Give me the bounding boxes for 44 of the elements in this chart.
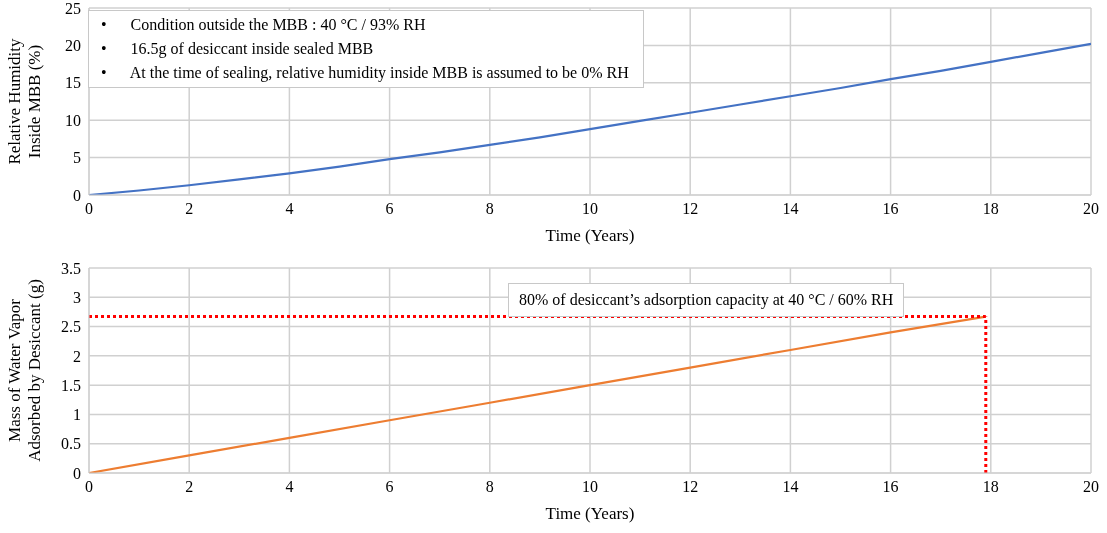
x-tick-label: 18 [982, 478, 999, 496]
x-tick-label: 0 [85, 478, 93, 496]
y-axis-title: Relative Humidity Inside MBB (%) [5, 37, 44, 165]
annotation: 80% of desiccant’s adsorption capacity at 40 °C / 60% RH [519, 290, 894, 311]
x-tick-label: 4 [285, 478, 294, 496]
x-tick-label: 16 [882, 478, 899, 496]
y-tick-label: 5 [73, 149, 81, 167]
x-tick-label: 4 [285, 200, 294, 218]
y-tick-label: 3 [73, 288, 81, 306]
x-axis-title: Time (Years) [545, 504, 635, 523]
x-tick-label: 14 [782, 478, 799, 496]
y-tick-label: 10 [65, 111, 81, 129]
x-tick-label: 6 [385, 478, 394, 496]
annotation: • Condition outside the MBB : 40 °C / 93% RH [101, 15, 427, 35]
y-tick-label: 3.5 [61, 259, 81, 277]
x-tick-label: 14 [782, 200, 799, 218]
x-tick-label: 10 [582, 200, 598, 218]
y-tick-label: 2.5 [61, 318, 81, 336]
x-axis-title: Time (Years) [545, 226, 635, 245]
y-tick-label: 15 [65, 74, 81, 92]
x-tick-label: 0 [85, 200, 93, 218]
x-tick-label: 6 [385, 200, 394, 218]
x-tick-label: 18 [982, 200, 999, 218]
y-tick-label: 0 [73, 186, 81, 204]
y-tick-label: 1 [73, 406, 81, 424]
x-tick-label: 8 [485, 478, 494, 496]
x-tick-label: 8 [485, 200, 494, 218]
y-tick-label: 25 [65, 0, 81, 17]
x-tick-label: 12 [682, 478, 699, 496]
y-tick-label: 0.5 [61, 435, 81, 453]
y-tick-label: 1.5 [61, 376, 81, 394]
y-tick-label: 0 [73, 464, 81, 482]
x-tick-label: 10 [582, 478, 598, 496]
x-tick-label: 2 [185, 200, 194, 218]
x-tick-label: 16 [882, 200, 899, 218]
x-tick-label: 12 [682, 200, 699, 218]
y-axis-title: Mass of Water Vapor Adsorbed by Desiccant (g) [5, 279, 44, 462]
x-tick-label: 20 [1083, 478, 1099, 496]
x-tick-label: 20 [1083, 200, 1099, 218]
y-tick-label: 2 [73, 347, 81, 365]
x-tick-label: 2 [185, 478, 194, 496]
annotation: • 16.5g of desiccant inside sealed MBB [101, 39, 375, 60]
annotation: • At the time of sealing, relative humidity inside MBB is assumed to be 0% RH [101, 63, 629, 84]
y-tick-label: 20 [65, 37, 81, 55]
